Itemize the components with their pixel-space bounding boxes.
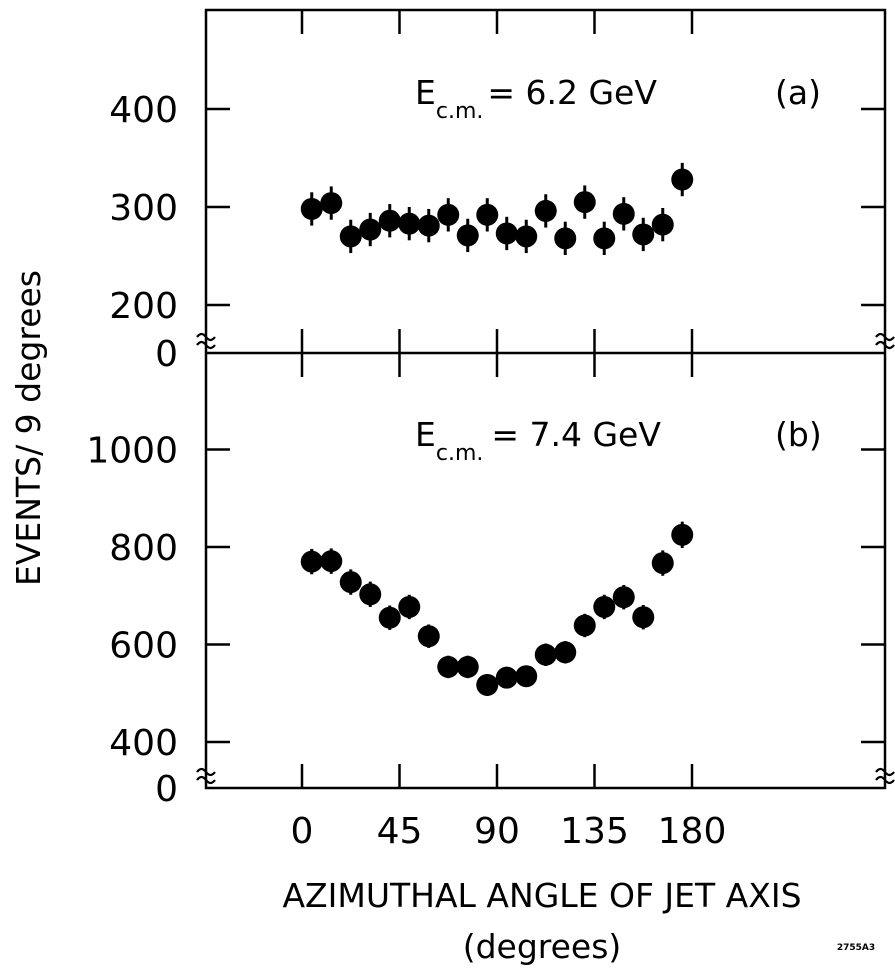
panel-b-data-point <box>534 643 557 666</box>
panel-b-data-point <box>495 666 518 689</box>
panel-b-energy-subscript: c.m. <box>436 441 484 466</box>
panel-a-energy-symbol: E <box>415 73 436 112</box>
panel-b-data-point <box>398 595 421 618</box>
panel-a-data-point <box>593 227 616 250</box>
panel-a-data-point <box>554 227 577 250</box>
panel-b-data-point <box>515 665 538 688</box>
y-axis-title: EVENTS/ 9 degrees <box>9 270 48 586</box>
panel-b-data-point <box>573 614 596 637</box>
x-tick-label: 0 <box>291 811 314 852</box>
panel-b-data-point <box>378 606 401 629</box>
panel-b-y-zero-label: 0 <box>155 769 178 810</box>
panel-frames <box>204 8 887 790</box>
panel-a-data-point <box>671 168 694 191</box>
panel-a-data-point <box>398 212 421 235</box>
panel-a-data-point <box>515 225 538 248</box>
x-axis-title: AZIMUTHAL ANGLE OF JET AXIS <box>282 876 801 915</box>
x-tick-label: 135 <box>560 811 629 852</box>
panel-b-data-point <box>651 552 674 575</box>
panel-a-data-point <box>534 199 557 222</box>
panel-b-axis-break-left <box>196 775 216 785</box>
panel-a-axis-break-right <box>875 332 895 342</box>
x-tick-label: 90 <box>474 811 520 852</box>
panel-b-data-point <box>632 606 655 629</box>
panel-b-label: (b) <box>775 415 822 454</box>
panel-a-data-point <box>437 203 460 226</box>
panel-b-data-point <box>359 583 382 606</box>
panel-b-energy-symbol: E <box>415 415 436 454</box>
panel-a-label: (a) <box>775 73 821 112</box>
x-tick-label: 45 <box>377 811 423 852</box>
panel-a-energy-value: = 6.2 GeV <box>487 73 657 112</box>
panel-a-data-point <box>417 214 440 237</box>
panel-b-y-tick-label: 400 <box>109 723 178 764</box>
panel-b-axis-break-left <box>196 767 216 777</box>
panel-a-data-point <box>300 197 323 220</box>
panel-a-data-point <box>632 223 655 246</box>
panel-b-energy-value: = 7.4 GeV <box>491 415 661 454</box>
panel-a: 200 300 400 0 <box>109 10 895 375</box>
panel-b-data-point <box>554 641 577 664</box>
panel-b-data-point <box>593 595 616 618</box>
panel-b-data-point <box>320 550 343 573</box>
panel-a-energy-annotation: Ec.m. = 6.2 GeV <box>415 73 657 124</box>
panel-b-data-point <box>300 550 323 573</box>
panel-b-data-point <box>476 673 499 696</box>
panel-a-data-point <box>651 213 674 236</box>
panel-a-data-point <box>476 203 499 226</box>
panel-a-data-point <box>573 191 596 214</box>
panel-b: 400 600 800 1000 0 0 45 90 135 180 <box>86 353 895 852</box>
panel-b-data-point <box>456 655 479 678</box>
panel-a-y-tick-label: 400 <box>109 90 178 131</box>
panel-a-y-tick-label: 300 <box>109 188 178 229</box>
panel-a-data-point <box>495 222 518 245</box>
panel-a-data-point <box>378 209 401 232</box>
panel-a-data-point <box>456 224 479 247</box>
panel-b-data-point <box>612 586 635 609</box>
panel-b-axis-break-right <box>875 775 895 785</box>
panel-a-marks: 200 300 400 0 <box>109 10 895 375</box>
panel-b-data-point <box>339 571 362 594</box>
panel-b-data-point <box>437 655 460 678</box>
panel-b-axis-break-right <box>875 767 895 777</box>
panel-a-data-point <box>612 202 635 225</box>
panel-b-energy-annotation: Ec.m. = 7.4 GeV <box>415 415 661 466</box>
panel-b-marks: 400 600 800 1000 0 0 45 90 135 180 <box>86 353 895 852</box>
x-axis-unit: (degrees) <box>463 927 622 966</box>
panel-b-data-point <box>417 625 440 648</box>
panel-a-axis-break-left <box>196 332 216 342</box>
panel-b-y-tick-label: 800 <box>109 528 178 569</box>
plot-frame <box>204 8 887 790</box>
x-tick-label: 180 <box>658 811 727 852</box>
panel-a-data-point <box>359 218 382 241</box>
panel-b-y-tick-label: 600 <box>109 626 178 667</box>
panel-a-data-point <box>320 192 343 215</box>
panel-b-data-point <box>671 523 694 546</box>
figure-code: 2755A3 <box>837 943 875 953</box>
panel-a-axis-break-right <box>875 340 895 350</box>
panel-a-energy-subscript: c.m. <box>436 99 484 124</box>
panel-a-data-point <box>339 225 362 248</box>
panel-a-y-tick-label: 200 <box>109 286 178 327</box>
panel-b-y-tick-label: 1000 <box>86 431 178 472</box>
panel-a-y-zero-label: 0 <box>155 334 178 375</box>
panel-a-axis-break-left <box>196 340 216 350</box>
